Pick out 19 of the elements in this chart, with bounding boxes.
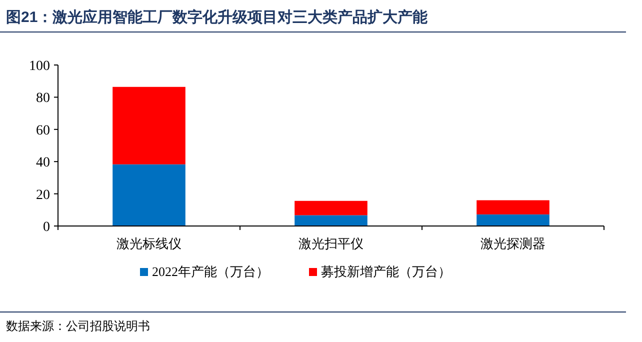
y-tick-label: 40 — [36, 156, 50, 171]
bar — [294, 215, 368, 226]
x-tick-label: 激光标线仪 — [116, 236, 182, 251]
bar — [112, 164, 186, 226]
y-tick-label: 0 — [43, 220, 50, 235]
y-tick-label: 20 — [36, 188, 50, 203]
x-tick-label: 激光探测器 — [480, 236, 546, 251]
bar — [112, 86, 186, 164]
source-note: 数据来源：公司招股说明书 — [6, 319, 150, 333]
chart-title: 图21：激光应用智能工厂数字化升级项目对三大类产品扩大产能 — [6, 8, 429, 26]
bar — [476, 214, 550, 226]
bar — [294, 200, 368, 216]
y-tick-label: 60 — [36, 123, 50, 138]
legend-label: 募投新增产能（万台） — [321, 264, 451, 279]
legend-label: 2022年产能（万台） — [152, 264, 269, 279]
bar — [476, 200, 550, 214]
y-tick-label: 80 — [36, 91, 50, 106]
y-tick-label: 100 — [29, 59, 50, 74]
x-tick-label: 激光扫平仪 — [298, 236, 364, 251]
